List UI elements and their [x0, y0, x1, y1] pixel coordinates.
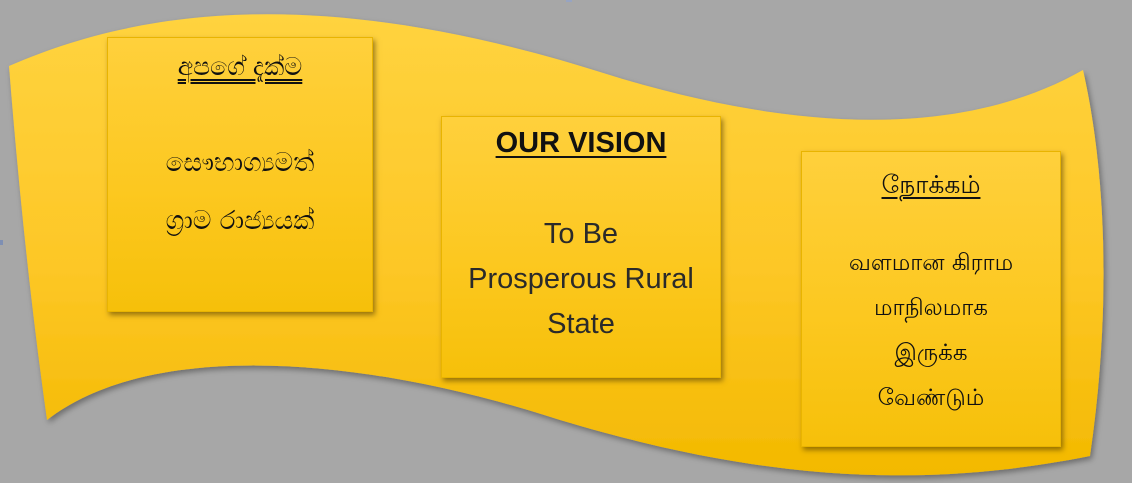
card-title-sinhala: අපගේ දැක්ම [177, 52, 303, 81]
vision-card-english: OUR VISION To Be Prosperous Rural State [441, 116, 721, 378]
card-body-sinhala: සෞභාග්‍යමත් ග්‍රාම රාජ්‍යයක් [165, 148, 315, 236]
card-body-tamil: வளமான கிராம மாநிலமாக இருக்க வேண்டும் [848, 250, 1014, 411]
card-body-english: To Be Prosperous Rural State [468, 218, 694, 340]
top-marker [566, 0, 572, 2]
card-title-english: OUR VISION [495, 127, 667, 159]
edge-marker [0, 240, 3, 245]
card-title-tamil: நோக்கம் [881, 170, 981, 199]
vision-card-tamil: நோக்கம் வளமான கிராம மாநிலமாக இருக்க வேண்… [801, 151, 1061, 447]
vision-card-sinhala: අපගේ දැක්ම සෞභාග්‍යමත් ග්‍රාම රාජ්‍යයක් [107, 37, 373, 312]
